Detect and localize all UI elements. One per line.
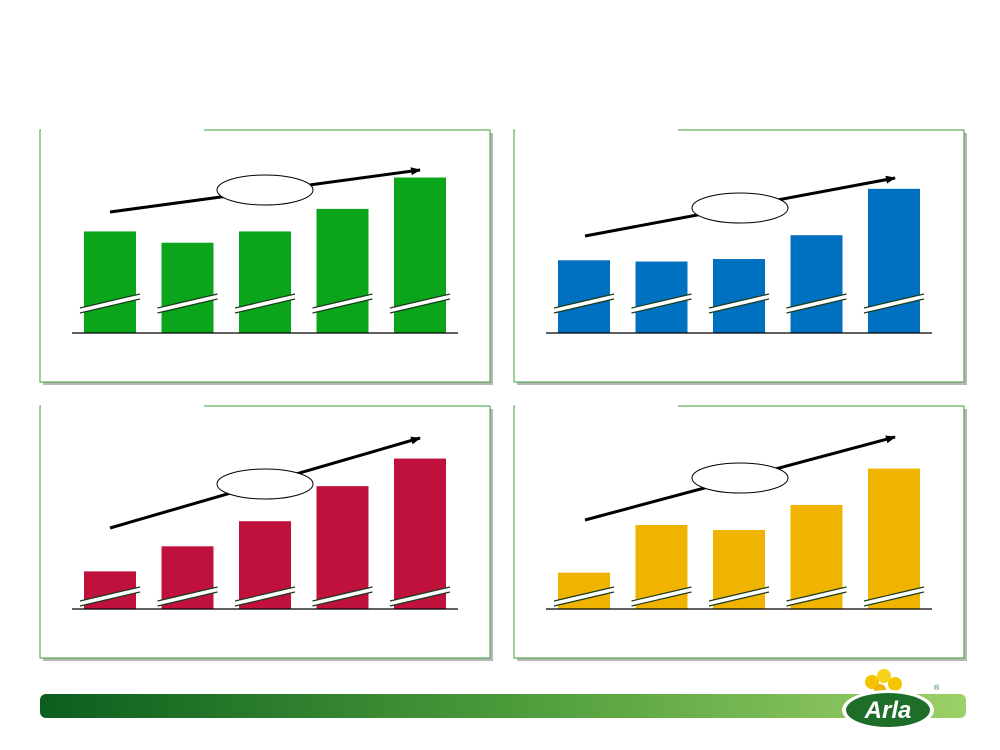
axis-break-line bbox=[786, 298, 847, 314]
panels bbox=[39, 129, 967, 661]
axis-break-line bbox=[157, 293, 218, 309]
axis-break-line bbox=[786, 591, 847, 607]
axis-break bbox=[390, 294, 450, 313]
axis-break-line bbox=[863, 293, 925, 309]
axis-break-line bbox=[786, 586, 847, 602]
logo: Arla ® bbox=[842, 669, 940, 730]
axis-break-line bbox=[312, 586, 373, 602]
chart-panel bbox=[513, 405, 967, 661]
axis-break bbox=[786, 587, 847, 606]
bar bbox=[161, 242, 214, 333]
axis-break-line bbox=[234, 293, 296, 309]
bar bbox=[239, 231, 291, 333]
axis-break-line bbox=[312, 293, 373, 309]
axis-break bbox=[235, 587, 295, 606]
axis-break-line bbox=[389, 586, 451, 602]
axis-break-line bbox=[79, 293, 141, 309]
axis-break-line bbox=[863, 591, 925, 607]
axis-break-line bbox=[157, 591, 218, 607]
trend-badge bbox=[691, 462, 789, 494]
axis-break bbox=[709, 294, 769, 313]
axis-break bbox=[554, 587, 614, 606]
axis-break-line bbox=[708, 298, 770, 314]
trend-badge bbox=[216, 468, 314, 500]
axis-break bbox=[312, 587, 373, 606]
axis-break bbox=[390, 587, 450, 606]
axis-break-line bbox=[234, 591, 296, 607]
axis-break bbox=[80, 587, 140, 606]
bar bbox=[394, 458, 446, 609]
axis-break-line bbox=[389, 293, 451, 309]
axis-break bbox=[631, 587, 692, 606]
axis-break-line bbox=[786, 293, 847, 309]
footer-band bbox=[40, 694, 966, 718]
bar bbox=[316, 208, 369, 333]
logo-mark: ® bbox=[934, 684, 940, 692]
axis-break-line bbox=[631, 293, 692, 309]
axis-break-line bbox=[553, 298, 615, 314]
bar bbox=[868, 188, 920, 333]
axis-break-line bbox=[553, 586, 615, 602]
axis-break-line bbox=[234, 586, 296, 602]
bar bbox=[713, 259, 765, 333]
axis-break-line bbox=[79, 591, 141, 607]
axis-break-line bbox=[708, 591, 770, 607]
axis-break bbox=[235, 294, 295, 313]
axis-break-line bbox=[553, 293, 615, 309]
chart-panel bbox=[39, 129, 493, 385]
axis-break bbox=[157, 587, 218, 606]
axis-break-line bbox=[389, 591, 451, 607]
axis-break-line bbox=[157, 586, 218, 602]
axis-break-line bbox=[863, 586, 925, 602]
trend-badge bbox=[216, 174, 314, 206]
axis-break bbox=[864, 294, 924, 313]
bar bbox=[84, 231, 136, 333]
axis-break-line bbox=[863, 298, 925, 314]
axis-break-line bbox=[79, 586, 141, 602]
axis-break bbox=[709, 587, 769, 606]
bar bbox=[790, 235, 843, 333]
axis-break bbox=[864, 587, 924, 606]
axis-break-line bbox=[631, 298, 692, 314]
axis-break bbox=[631, 294, 692, 313]
axis-break-line bbox=[234, 298, 296, 314]
axis-break-line bbox=[312, 298, 373, 314]
chart-panel bbox=[39, 405, 493, 661]
axis-break-line bbox=[157, 298, 218, 314]
trend-badge bbox=[691, 192, 789, 224]
axis-break bbox=[157, 294, 218, 313]
bar bbox=[868, 468, 920, 609]
axis-break bbox=[554, 294, 614, 313]
axis-break-line bbox=[553, 591, 615, 607]
axis-break bbox=[80, 294, 140, 313]
axis-break-line bbox=[312, 591, 373, 607]
axis-break bbox=[312, 294, 373, 313]
axis-break-line bbox=[631, 591, 692, 607]
axis-break-line bbox=[708, 586, 770, 602]
bar bbox=[316, 486, 369, 609]
axis-break bbox=[786, 294, 847, 313]
chart-panel bbox=[513, 129, 967, 385]
axis-break-line bbox=[389, 298, 451, 314]
axis-break-line bbox=[79, 298, 141, 314]
axis-break-line bbox=[708, 293, 770, 309]
axis-break-line bbox=[631, 586, 692, 602]
logo-text: Arla bbox=[864, 697, 912, 724]
